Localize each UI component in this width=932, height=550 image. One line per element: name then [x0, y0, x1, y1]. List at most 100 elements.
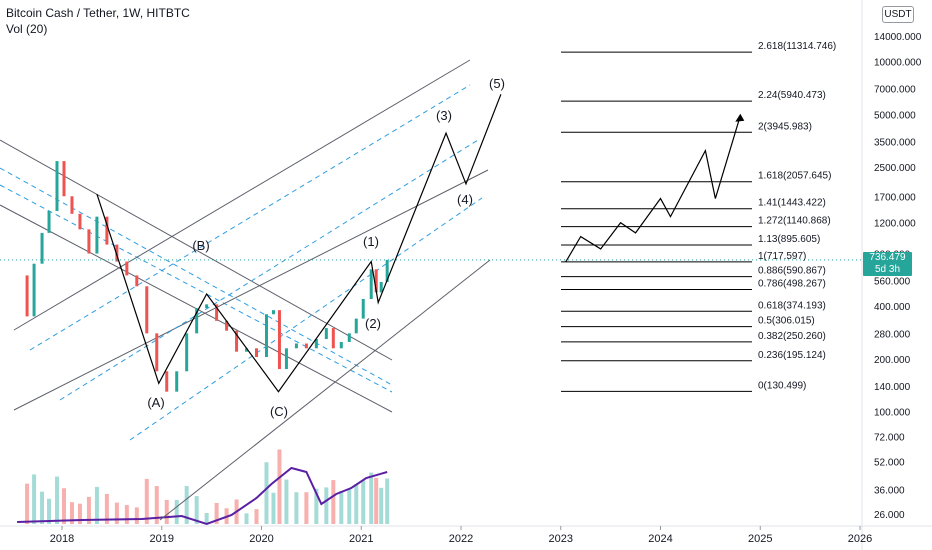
volume-bar: [339, 490, 344, 524]
volume-bar: [174, 499, 179, 524]
price-candle: [271, 310, 275, 315]
volume-bar: [254, 509, 259, 524]
fib-level-label: 1.41(1443.422): [758, 198, 826, 209]
price-tick-label: 2500.000: [874, 163, 916, 174]
price-candle: [369, 269, 373, 299]
price-tick-label: 400.000: [874, 302, 911, 313]
fib-level-label: 1(717.597): [758, 251, 806, 262]
time-tick-label: 2023: [549, 533, 573, 545]
price-series: [25, 161, 389, 392]
volume-bar: [314, 488, 319, 524]
price-candle: [115, 244, 119, 262]
volume-bar: [194, 496, 199, 524]
price-tick-label: 5000.000: [874, 110, 916, 121]
fib-projection-path: [565, 115, 741, 263]
price-candle: [215, 304, 219, 321]
price-candle: [105, 216, 109, 245]
volume-bar: [294, 492, 299, 524]
plot-area: [0, 0, 862, 526]
price-candle: [374, 269, 378, 293]
time-tick-label: 2024: [648, 533, 672, 545]
time-tick-label: 2021: [349, 533, 373, 545]
volume-bar: [61, 488, 66, 524]
volume-bar: [32, 474, 37, 524]
bar-countdown: 5d 3h: [874, 264, 901, 275]
volume-bar: [154, 486, 159, 524]
price-tick-label: 100.000: [874, 408, 911, 419]
price-tick-label: 14000.000: [874, 32, 922, 43]
price-candle: [40, 232, 44, 264]
volume-bar: [385, 478, 390, 524]
price-candle: [70, 196, 74, 214]
volume-bar: [304, 492, 309, 524]
fib-level-label: 1.13(895.605): [758, 234, 820, 245]
volume-bar: [347, 489, 352, 524]
currency-button[interactable]: USDT: [882, 6, 914, 23]
fib-level-label: 0.382(250.260): [758, 331, 826, 342]
fib-level-label: 2.618(11314.746): [758, 41, 836, 52]
volume-ma-line: [17, 466, 388, 526]
volume-bar: [77, 503, 82, 524]
volume-bar: [271, 492, 276, 524]
price-candle: [385, 259, 389, 283]
price-candle: [87, 229, 91, 254]
price-candle: [47, 211, 51, 233]
volume-bar: [331, 480, 336, 524]
fib-level-label: 1.618(2057.645): [758, 171, 831, 182]
price-candle: [55, 161, 59, 212]
volume-bar: [277, 449, 282, 524]
time-axis[interactable]: 2018 2019 2020 2021 2022 2023 2024 2025 2026: [50, 526, 872, 545]
fib-level-label: 0.5(306.015): [758, 316, 815, 327]
volume-bar: [369, 472, 374, 524]
wave-label: (A): [147, 395, 164, 410]
price-tick-label: 72.000: [874, 433, 905, 444]
volume-bar: [25, 483, 30, 524]
wave-label: (B): [192, 238, 209, 253]
time-tick-label: 2018: [50, 533, 74, 545]
price-axis[interactable]: 14000.000 10000.000 7000.000 5000.000 3500.0…: [874, 32, 922, 521]
price-candle: [205, 304, 209, 309]
price-candle: [361, 298, 365, 319]
time-tick-label: 2022: [449, 533, 473, 545]
channel-dashed-line: [0, 167, 393, 386]
price-tick-label: 280.000: [874, 329, 911, 340]
volume-bar: [114, 502, 119, 524]
volume-bar: [284, 479, 289, 524]
price-candle: [324, 328, 328, 339]
price-candle: [284, 348, 288, 370]
wave-label: (2): [365, 316, 381, 331]
symbol-title[interactable]: Bitcoin Cash / Tether, 1W, HITBTC: [6, 6, 190, 20]
wave-label: (1): [363, 234, 379, 249]
price-candle: [135, 275, 139, 287]
price-candle: [294, 343, 298, 349]
price-tick-label: 26.000: [874, 510, 905, 521]
price-candle: [62, 161, 66, 197]
volume-bar: [264, 462, 269, 524]
volume-bar: [324, 487, 329, 524]
price-tick-label: 3500.000: [874, 137, 916, 148]
price-candle: [32, 263, 36, 317]
fib-level-label: 2(3945.983): [758, 121, 812, 132]
price-candle: [304, 343, 308, 349]
price-tick-label: 140.000: [874, 382, 911, 393]
wave-label: (3): [436, 108, 452, 123]
price-candle: [264, 314, 268, 358]
channel-dashed-line: [0, 184, 393, 393]
volume-bar: [374, 477, 379, 524]
time-tick-label: 2020: [249, 533, 273, 545]
fib-level-label: 0.786(498.267): [758, 279, 826, 290]
volume-bar: [47, 498, 52, 524]
price-candle: [314, 338, 318, 349]
price-candle: [155, 333, 159, 372]
price-tick-label: 52.000: [874, 457, 905, 468]
volume-indicator-label[interactable]: Vol (20): [6, 22, 48, 36]
channel-dashed-line: [59, 139, 479, 401]
price-candle: [25, 275, 29, 317]
time-tick-label: 2025: [748, 533, 772, 545]
elliott-waves: (A) (B) (C) (1) (2) (3) (4) (5): [96, 76, 745, 419]
price-candle: [95, 216, 99, 254]
price-candle: [78, 213, 82, 230]
wave-path: [96, 94, 502, 393]
price-candle: [339, 341, 343, 349]
